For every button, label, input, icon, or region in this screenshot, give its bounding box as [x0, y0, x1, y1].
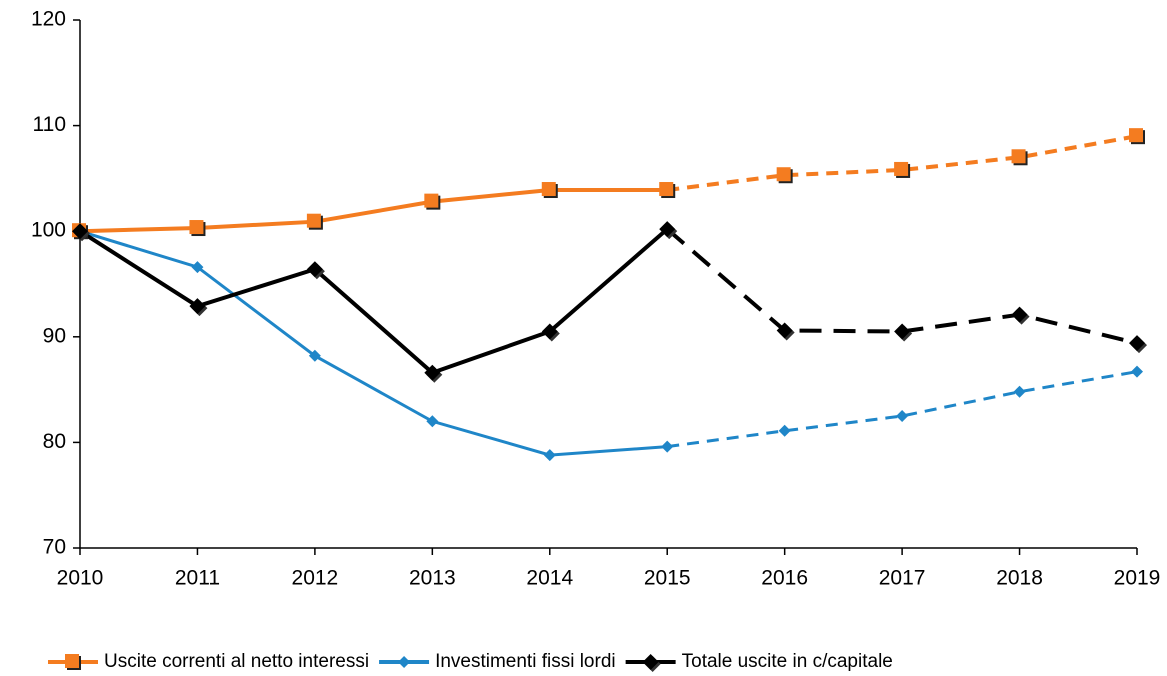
marker	[424, 364, 441, 381]
series-line	[79, 229, 668, 457]
legend-label: Investimenti fissi lordi	[435, 651, 616, 672]
legend: Uscite correnti al netto interessi Invest…	[48, 651, 893, 672]
x-tick-label: 2013	[409, 567, 456, 590]
marker	[1129, 335, 1145, 352]
marker	[776, 322, 793, 339]
x-tick-label: 2019	[1114, 567, 1161, 590]
marker	[306, 261, 323, 278]
marker	[894, 323, 911, 340]
marker	[424, 193, 439, 208]
y-tick-label: 110	[33, 113, 66, 136]
marker	[426, 415, 439, 428]
x-tick-label: 2011	[175, 567, 220, 590]
marker	[1013, 385, 1026, 398]
x-tick-label: 2012	[292, 567, 339, 590]
series-line-dashed	[667, 370, 1138, 449]
marker	[661, 440, 674, 453]
y-tick-label: 70	[43, 536, 66, 559]
y-tick-label: 90	[43, 324, 66, 347]
marker	[642, 654, 659, 670]
marker	[894, 161, 909, 176]
marker	[1129, 128, 1143, 143]
marker	[72, 223, 88, 240]
marker	[398, 656, 411, 668]
x-tick-label: 2015	[644, 567, 691, 590]
x-tick-label: 2017	[879, 567, 926, 590]
series-line	[79, 188, 668, 234]
marker	[541, 323, 558, 340]
marker	[776, 167, 791, 182]
marker	[65, 654, 79, 668]
marker	[659, 221, 676, 238]
marker	[191, 261, 204, 274]
marker	[1011, 149, 1026, 164]
legend-label: Uscite correnti al netto interessi	[104, 651, 369, 672]
marker	[543, 449, 556, 462]
x-tick-label: 2016	[761, 567, 808, 590]
marker	[1131, 365, 1143, 378]
x-tick-label: 2010	[57, 567, 104, 590]
marker	[1011, 306, 1028, 323]
marker	[306, 213, 321, 228]
y-tick-label: 80	[43, 430, 66, 453]
marker	[778, 424, 791, 437]
y-tick-label: 100	[31, 219, 66, 242]
marker	[659, 182, 674, 197]
marker	[541, 182, 556, 197]
marker	[189, 220, 204, 235]
legend-label: Totale uscite in c/capitale	[682, 651, 893, 672]
marker	[189, 298, 206, 315]
x-tick-label: 2014	[526, 567, 573, 590]
x-tick-label: 2018	[996, 567, 1043, 590]
y-tick-label: 120	[31, 8, 66, 31]
marker	[308, 349, 321, 362]
series-line	[78, 227, 669, 375]
marker	[896, 410, 909, 422]
